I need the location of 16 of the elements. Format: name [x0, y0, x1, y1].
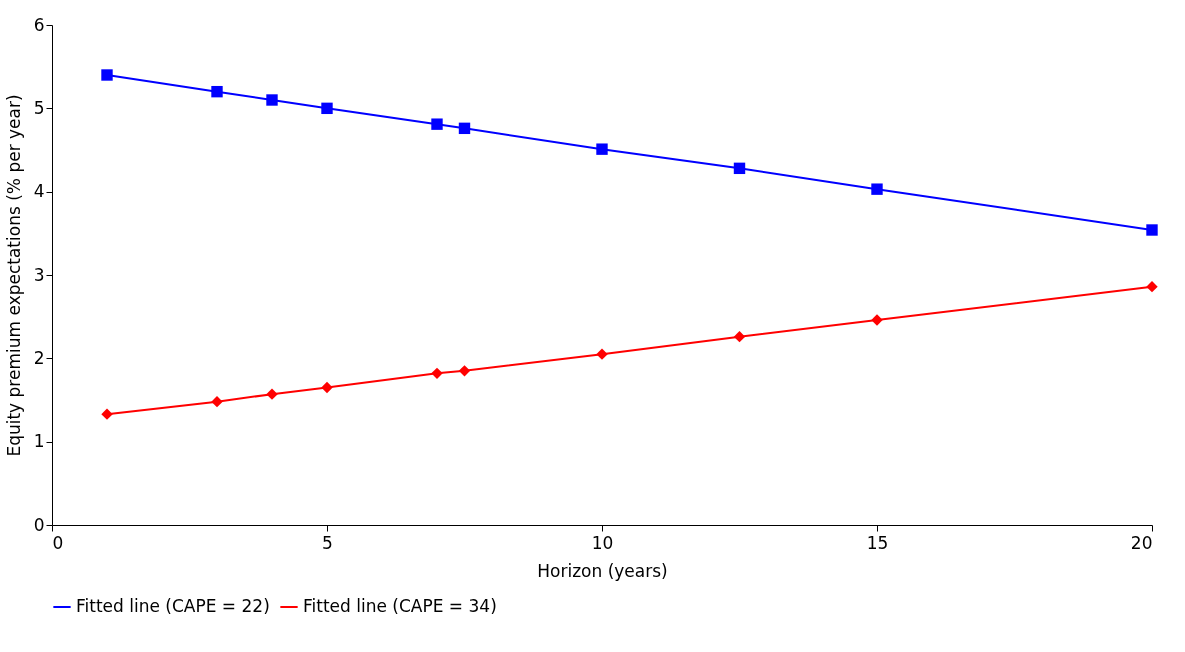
y-tick-label: 1 [33, 431, 45, 452]
x-tick-label: 20 [1130, 532, 1153, 553]
x-axis-title: Horizon (years) [537, 560, 668, 581]
y-tick-label: 0 [33, 514, 45, 535]
y-tick-label: 4 [33, 181, 45, 202]
y-tick-label: 2 [33, 347, 45, 368]
y-tick-label: 5 [33, 97, 45, 118]
x-tick-label: 5 [322, 532, 333, 553]
y-tick-label: 6 [33, 14, 45, 35]
y-tick-label: 3 [33, 264, 45, 285]
x-tick-label: 0 [52, 532, 64, 553]
x-tick-label: 10 [591, 532, 614, 553]
legend-label: Fitted line (CAPE = 22) [76, 596, 270, 616]
legend-label: Fitted line (CAPE = 34) [303, 596, 497, 616]
x-tick-label: 15 [866, 532, 889, 553]
y-axis-title: Equity premium expectations (% per year) [3, 94, 24, 457]
